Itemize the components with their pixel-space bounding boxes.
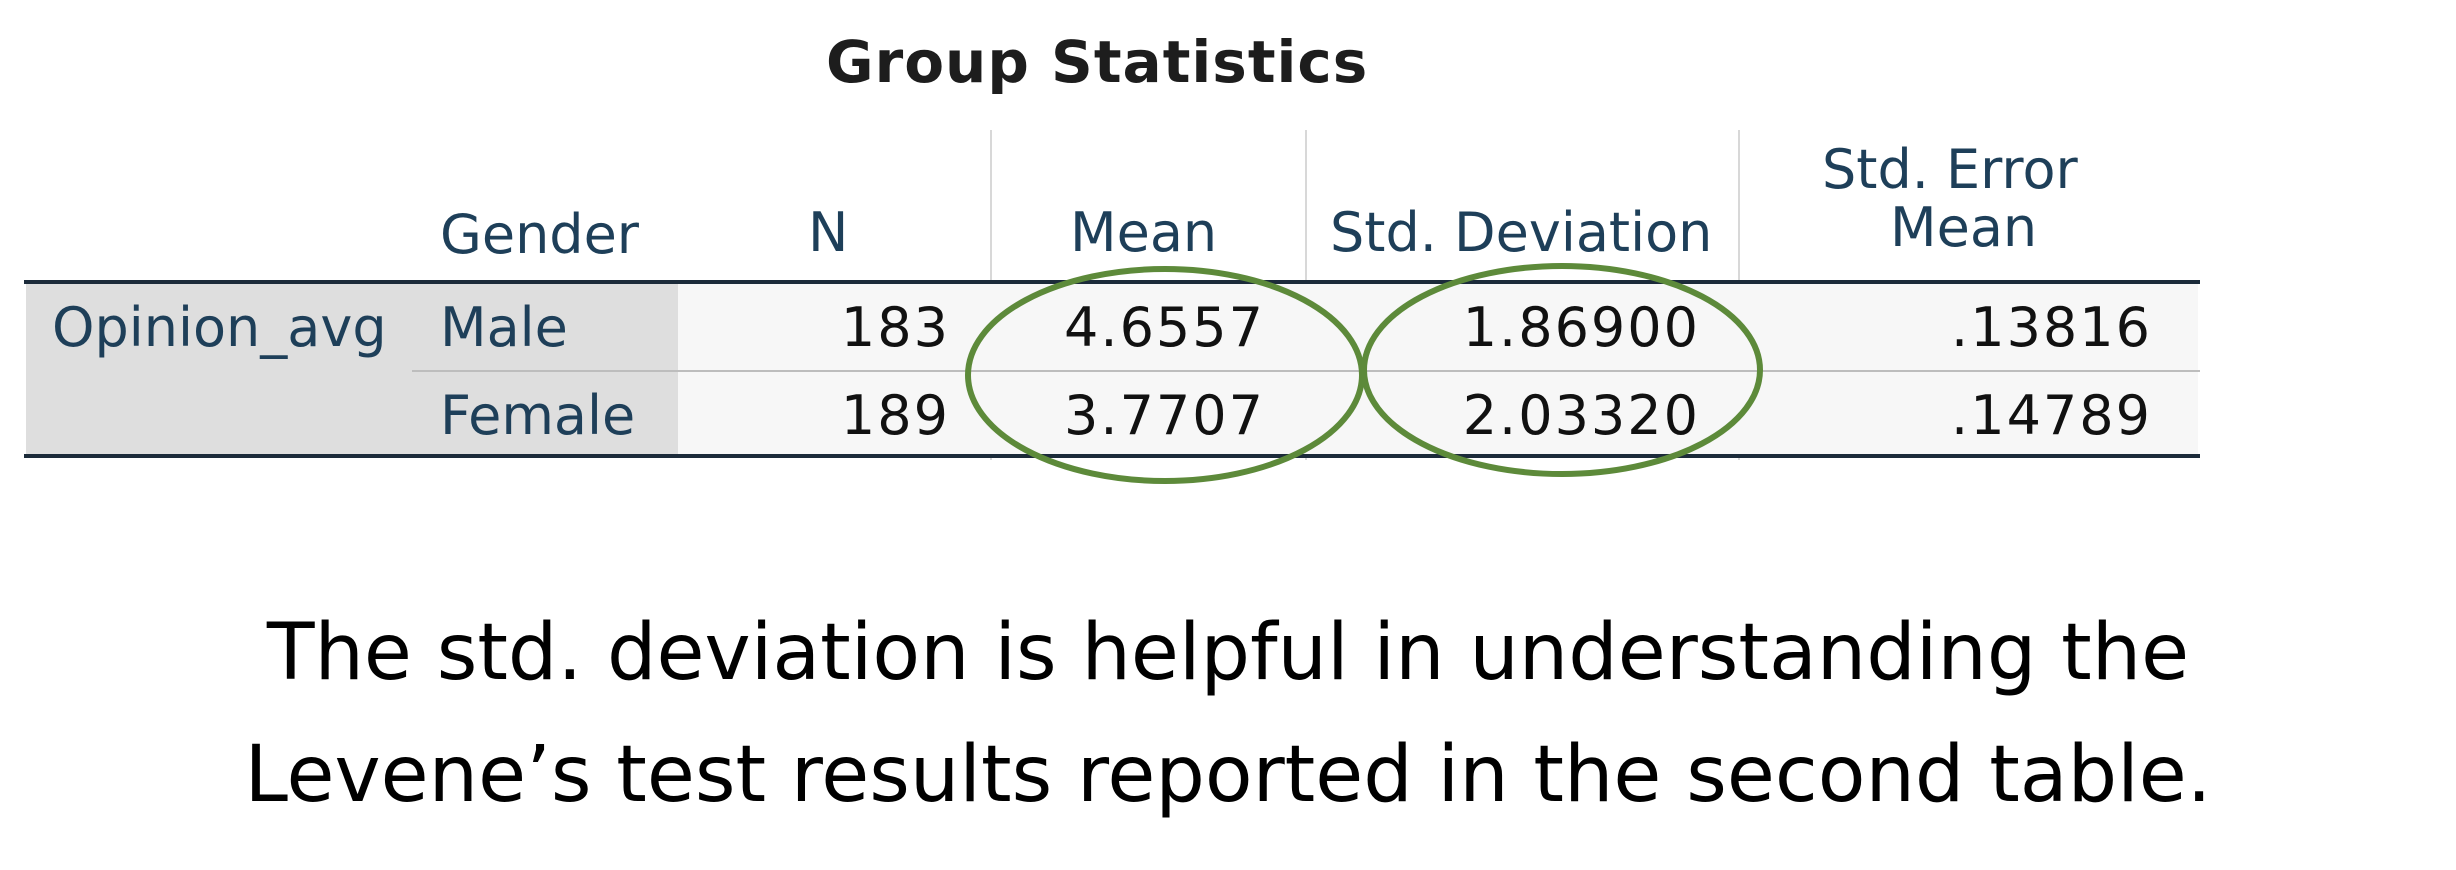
- group-statistics-table: Gender N Mean Std. Deviation Std. Error …: [24, 130, 2200, 460]
- table-title: Group Statistics: [826, 28, 1369, 96]
- header-std-error-line1: Std. Error: [1822, 138, 2078, 201]
- header-n: N: [808, 201, 849, 264]
- cell-std-deviation: 2.03320: [1462, 384, 1700, 447]
- row-gender-male: Male: [440, 296, 568, 359]
- row-separator: [412, 370, 2200, 372]
- std-deviation-highlight-oval: [1361, 263, 1763, 477]
- cell-std-deviation: 1.86900: [1462, 296, 1700, 359]
- cell-mean: 4.6557: [1064, 296, 1265, 359]
- header-gender: Gender: [440, 203, 639, 266]
- row-header-cell: [26, 284, 678, 454]
- cell-n: 183: [840, 296, 950, 359]
- cell-n: 189: [840, 384, 950, 447]
- cell-std-error: .14789: [1951, 384, 2152, 447]
- caption-line-2: Levene’s test results reported in the se…: [244, 730, 2212, 820]
- mean-highlight-oval: [965, 266, 1365, 484]
- variable-label: Opinion_avg: [52, 296, 387, 359]
- table-bottom-rule: [24, 454, 2200, 458]
- header-mean: Mean: [1070, 201, 1218, 264]
- row-gender-female: Female: [440, 384, 636, 447]
- header-std-deviation: Std. Deviation: [1330, 201, 1713, 264]
- header-std-error-line2: Mean: [1890, 196, 2038, 259]
- cell-mean: 3.7707: [1064, 384, 1265, 447]
- table-top-rule: [24, 280, 2200, 284]
- caption-line-1: The std. deviation is helpful in underst…: [266, 608, 2190, 698]
- cell-std-error: .13816: [1951, 296, 2152, 359]
